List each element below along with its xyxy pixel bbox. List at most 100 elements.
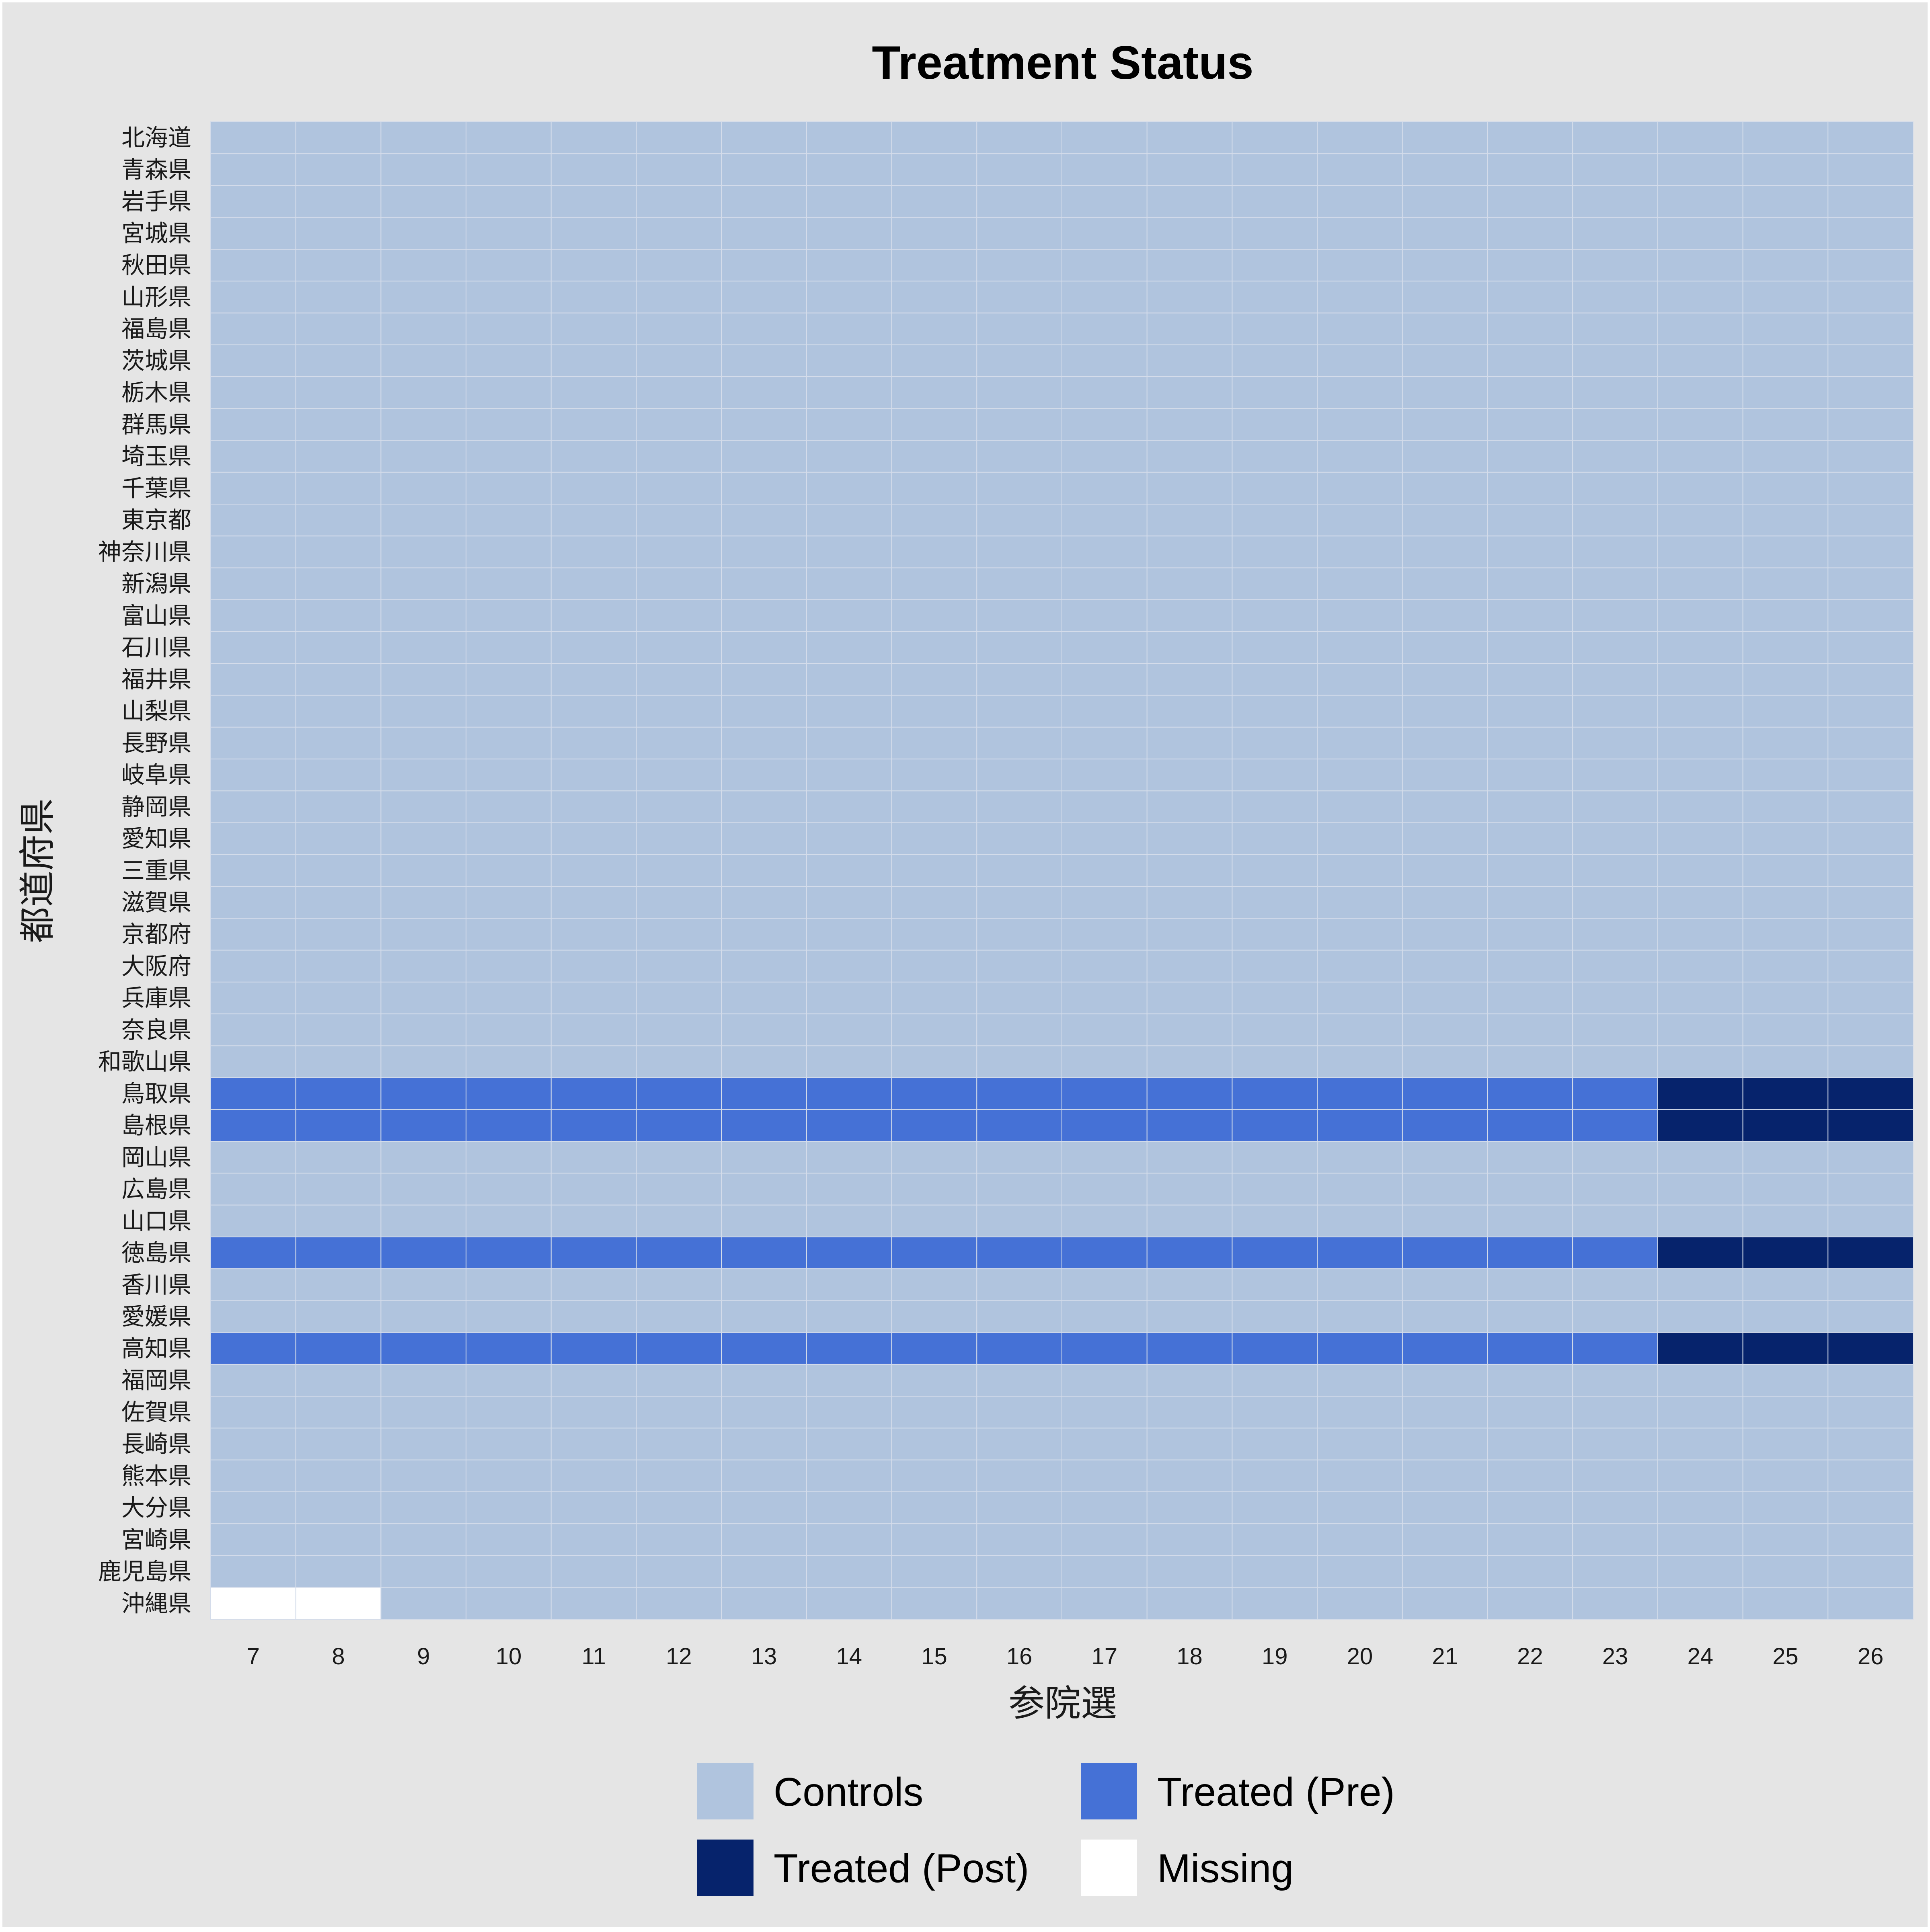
heatmap-cell [380, 663, 467, 696]
y-tick-label: 群馬県 [121, 411, 191, 438]
x-tick-label: 7 [247, 1643, 260, 1669]
heatmap-cell [721, 1555, 807, 1588]
heatmap-cell [1827, 121, 1914, 154]
heatmap-cell [1657, 281, 1743, 314]
heatmap-cell [295, 1013, 382, 1046]
heatmap-cell [891, 1013, 977, 1046]
heatmap-cell [1146, 1173, 1233, 1206]
heatmap-cell [1232, 440, 1318, 473]
heatmap-cell [891, 344, 977, 377]
heatmap-cell [1062, 981, 1148, 1015]
y-tick-label: 鳥取県 [121, 1080, 191, 1107]
heatmap-cell [1827, 1268, 1914, 1301]
heatmap-cell [466, 631, 552, 664]
heatmap-cell [380, 599, 467, 632]
heatmap-cell [210, 504, 296, 537]
heatmap-cell [636, 1077, 722, 1110]
y-tick-label: 栃木県 [121, 379, 191, 406]
heatmap-cell [210, 249, 296, 282]
heatmap-cell [1232, 1013, 1318, 1046]
y-tick-label: 徳島県 [121, 1239, 191, 1267]
heatmap-cell [636, 950, 722, 982]
heatmap-cell [380, 535, 467, 568]
heatmap-cell [1742, 759, 1829, 792]
heatmap-cell [295, 312, 382, 345]
x-axis-title: 参院選 [1008, 1682, 1117, 1725]
heatmap-cell [1317, 1013, 1403, 1046]
heatmap-cell [891, 1427, 977, 1460]
heatmap-cell [1572, 1523, 1658, 1556]
heatmap-cell [976, 1427, 1063, 1460]
heatmap-cell [1827, 631, 1914, 664]
heatmap-cell [1827, 1045, 1914, 1078]
heatmap-cell [891, 249, 977, 282]
heatmap-cell [1572, 1332, 1658, 1365]
heatmap-cell [1232, 121, 1318, 154]
heatmap-cell [380, 153, 467, 186]
heatmap-cell [1572, 440, 1658, 473]
y-tick-label: 熊本県 [121, 1462, 191, 1489]
heatmap-cell [1572, 472, 1658, 505]
heatmap-cell [891, 599, 977, 632]
heatmap-cell [806, 312, 892, 345]
heatmap-cell [1572, 1555, 1658, 1588]
heatmap-cell [806, 1173, 892, 1206]
heatmap-cell [1657, 1427, 1743, 1460]
heatmap-cell [1146, 1396, 1233, 1429]
heatmap-cell [1146, 1109, 1233, 1142]
heatmap-cell [1062, 1364, 1148, 1397]
heatmap-cell [891, 1587, 977, 1620]
heatmap-cell [721, 822, 807, 855]
heatmap-cell [210, 312, 296, 345]
heatmap-cell [636, 535, 722, 568]
heatmap-cell [466, 1173, 552, 1206]
heatmap-cell [806, 695, 892, 728]
heatmap-cell [295, 695, 382, 728]
heatmap-cell [976, 1332, 1063, 1365]
heatmap-cell [1657, 981, 1743, 1015]
heatmap-cell [636, 1555, 722, 1588]
heatmap-cell [1232, 1141, 1318, 1174]
heatmap-cell [636, 1204, 722, 1237]
x-tick-label: 22 [1517, 1643, 1543, 1669]
heatmap-cell [891, 312, 977, 345]
heatmap-cell [1572, 1045, 1658, 1078]
heatmap-cell [1742, 281, 1829, 314]
heatmap-cell [380, 1587, 467, 1620]
heatmap-cell [891, 217, 977, 250]
heatmap-cell [636, 1491, 722, 1524]
heatmap-cell [721, 567, 807, 600]
heatmap-cell [1062, 1300, 1148, 1333]
heatmap-cell [891, 281, 977, 314]
heatmap-cell [636, 1523, 722, 1556]
heatmap-cell [976, 981, 1063, 1015]
heatmap-cell [550, 599, 637, 632]
heatmap-cell [976, 504, 1063, 537]
heatmap-cell [721, 121, 807, 154]
heatmap-cell [466, 1491, 552, 1524]
heatmap-cell [1487, 1236, 1573, 1270]
x-tick-label: 17 [1092, 1643, 1118, 1669]
heatmap-cell [1827, 504, 1914, 537]
heatmap-cell [1317, 631, 1403, 664]
heatmap-cell [1572, 1459, 1658, 1492]
heatmap-cell [891, 759, 977, 792]
heatmap-cell [636, 472, 722, 505]
x-tick-label: 12 [666, 1643, 692, 1669]
y-tick-label: 奈良県 [121, 1016, 191, 1044]
heatmap-cell [1742, 1236, 1829, 1270]
heatmap-cell [1402, 1427, 1488, 1460]
heatmap-cell [1827, 1141, 1914, 1174]
heatmap-cell [466, 1077, 552, 1110]
heatmap-cell [1742, 249, 1829, 282]
heatmap-cell [210, 535, 296, 568]
heatmap-cell [806, 281, 892, 314]
heatmap-cell [550, 249, 637, 282]
y-tick-label: 山口県 [121, 1207, 191, 1235]
heatmap-cell [1657, 535, 1743, 568]
heatmap-cell [806, 1396, 892, 1429]
heatmap-cell [1572, 1077, 1658, 1110]
heatmap-cell [636, 376, 722, 409]
heatmap-cell [636, 1045, 722, 1078]
